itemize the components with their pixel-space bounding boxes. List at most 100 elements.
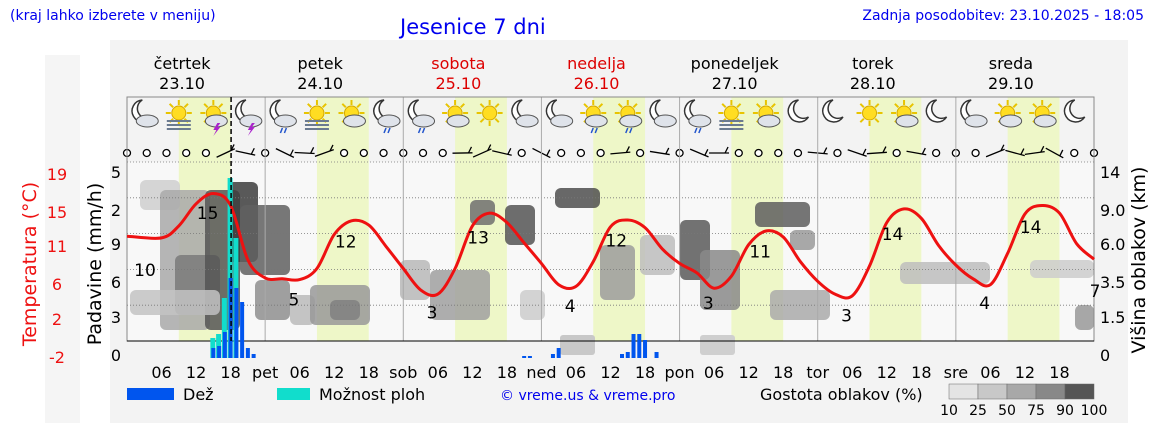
day-band — [869, 97, 922, 341]
sun-fog-icon — [718, 100, 745, 130]
density-level-label: 25 — [969, 403, 987, 419]
density-swatch — [1035, 383, 1066, 400]
cloud-height-tick: 0 — [1100, 346, 1110, 365]
x-tick-label: 12 — [462, 363, 482, 382]
cloud-height-tick: 3.5 — [1100, 273, 1125, 292]
wind-barb — [1045, 147, 1064, 159]
wind-barb — [1005, 149, 1025, 157]
calm-wind-circle — [754, 148, 763, 158]
temperature-tick: 19 — [47, 165, 67, 184]
density-level-label: 90 — [1056, 403, 1074, 419]
wind-barb — [689, 148, 709, 158]
x-tick-label: 18 — [497, 363, 517, 382]
calm-wind-circle — [596, 148, 605, 158]
calm-wind-circle — [557, 148, 566, 158]
wind-barb-tick — [921, 147, 926, 155]
rain-bar — [217, 346, 222, 358]
density-level-label: 50 — [998, 403, 1016, 419]
density-level-label: 75 — [1027, 403, 1045, 419]
legend-showers-label: Možnost ploh — [319, 385, 426, 404]
x-tick-label: 18 — [635, 363, 655, 382]
x-tick-label: 12 — [324, 363, 344, 382]
wind-barb — [847, 149, 867, 157]
x-tick-label: tor — [806, 363, 829, 382]
shower-bar — [227, 178, 233, 358]
calm-wind-circle — [142, 148, 151, 158]
x-tick-label: pon — [665, 363, 695, 382]
cloud-height-tick: 6.0 — [1100, 235, 1125, 254]
rain-bar — [251, 354, 256, 358]
density-swatch — [948, 383, 979, 400]
temperature-value-label: 4 — [979, 294, 990, 314]
wind-barb — [275, 148, 295, 158]
cloud-patch — [600, 245, 635, 300]
x-tick-label: 12 — [877, 363, 897, 382]
day-date: 24.10 — [297, 74, 343, 93]
day-name: nedelja — [567, 54, 626, 73]
shower-bar — [221, 298, 227, 358]
sun-cloud-icon — [752, 100, 781, 128]
x-tick-label: 12 — [600, 363, 620, 382]
cloud-patch — [790, 230, 815, 250]
precip-tick: 0 — [111, 346, 121, 365]
cloud-patch — [330, 300, 360, 320]
wind-barb-tick — [1040, 145, 1045, 153]
precip-tick: 2 — [111, 201, 121, 220]
wind-barb-tick — [1000, 144, 1005, 152]
temperature-tick: 15 — [47, 203, 67, 222]
rain-bar — [654, 352, 659, 358]
x-tick-label: 06 — [151, 363, 171, 382]
density-level-label: 10 — [940, 403, 958, 419]
wind-barb-tick — [665, 147, 670, 155]
density-swatch — [977, 383, 1008, 400]
x-tick-label: 18 — [911, 363, 931, 382]
calm-wind-circle — [774, 148, 783, 158]
x-tick-label: 12 — [738, 363, 758, 382]
day-name: sobota — [431, 54, 485, 73]
update-time: Zadnja posodobitev: 23.10.2025 - 18:05 — [862, 8, 1144, 24]
legend-rain-swatch — [127, 388, 174, 400]
cloud-patch — [255, 280, 290, 320]
moon-icon — [787, 99, 810, 123]
day-name: torek — [852, 54, 894, 73]
legend-rain-label: Dež — [183, 385, 214, 404]
density-title: Gostota oblakov (%) — [760, 385, 923, 404]
cloud-density-scale: 10 25 50 75 90 100 — [940, 383, 1108, 419]
calm-wind-circle — [339, 148, 349, 158]
calm-wind-circle — [201, 148, 211, 158]
calm-wind-circle — [793, 148, 803, 158]
precip-tick: 6 — [111, 273, 121, 292]
temperature-value-label: 15 — [197, 204, 219, 224]
x-tick-label: 06 — [566, 363, 586, 382]
day-date: 25.10 — [435, 74, 481, 93]
moon-cloud-icon — [960, 99, 988, 128]
x-tick-label: 12 — [186, 363, 206, 382]
left-panel — [45, 55, 80, 423]
wind-barb-tick — [546, 149, 551, 157]
temperature-value-label: 12 — [605, 232, 627, 252]
moon-drizzle-icon — [269, 99, 297, 134]
day-date: 29.10 — [988, 74, 1034, 93]
sun-cloud-icon — [1029, 100, 1057, 128]
legend-showers-swatch — [277, 388, 310, 400]
temperature-value-label: 10 — [134, 261, 156, 281]
day-date: 27.10 — [712, 74, 758, 93]
temperature-value-label: 13 — [467, 229, 489, 249]
wind-row — [122, 144, 1099, 159]
density-level-label: 100 — [1081, 403, 1108, 419]
wind-barb-tick — [487, 144, 492, 151]
wind-barb-tick — [724, 146, 729, 154]
rain-bar — [550, 354, 555, 358]
wind-barb-tick — [1059, 149, 1064, 157]
rain-bar — [222, 332, 227, 358]
rain-bar — [527, 356, 532, 358]
calm-wind-circle — [1070, 148, 1079, 158]
day-date: 28.10 — [850, 74, 896, 93]
rain-bar — [556, 348, 561, 358]
moon-cloud-icon — [131, 99, 159, 128]
x-tick-label: 18 — [359, 363, 379, 382]
cloud-height-axis-label: Višina oblakov (km) — [1128, 166, 1150, 354]
calm-wind-circle — [734, 148, 743, 158]
